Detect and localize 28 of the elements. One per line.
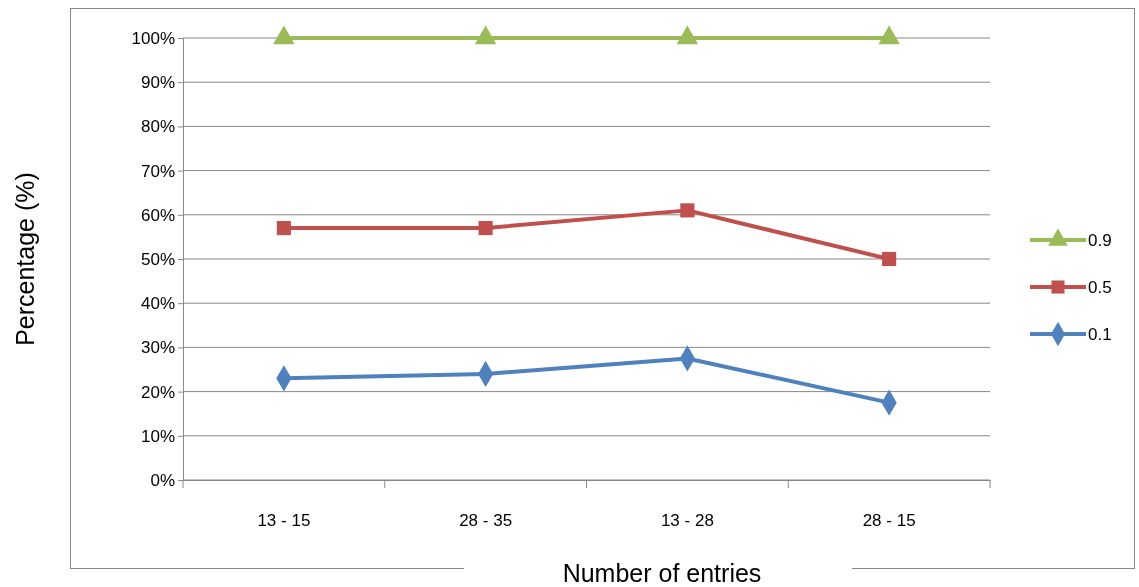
y-tick-label: 80%	[140, 117, 175, 137]
y-tick-label: 60%	[140, 205, 175, 225]
y-tick-label: 70%	[140, 161, 175, 181]
y-tick-label: 0%	[150, 470, 175, 490]
x-axis-title: Number of entries	[562, 559, 762, 587]
x-tick-label: 28 - 35	[459, 511, 513, 531]
point	[276, 220, 291, 236]
legend-label: 0.1	[1088, 324, 1112, 344]
y-tick-label: 30%	[140, 338, 175, 358]
point	[273, 25, 295, 45]
legend-label: 0.5	[1088, 277, 1112, 297]
x-tick-label: 28 - 15	[862, 511, 916, 531]
y-tick-label: 10%	[140, 426, 175, 446]
y-axis-title: Percentage (%)	[11, 172, 39, 346]
y-tick-label: 50%	[140, 249, 175, 269]
point	[680, 203, 695, 218]
legend-label: 0.9	[1088, 230, 1112, 250]
point	[878, 25, 900, 45]
point	[676, 25, 699, 45]
point	[882, 251, 897, 267]
y-tick-label: 40%	[140, 294, 175, 314]
y-tick-label: 20%	[140, 382, 175, 402]
x-tick-label: 13 - 28	[660, 511, 714, 531]
point	[478, 220, 493, 236]
point	[474, 25, 497, 45]
y-tick-label: 100%	[131, 28, 175, 48]
y-tick-label: 90%	[140, 73, 175, 93]
x-tick-label: 13 - 15	[257, 511, 311, 531]
